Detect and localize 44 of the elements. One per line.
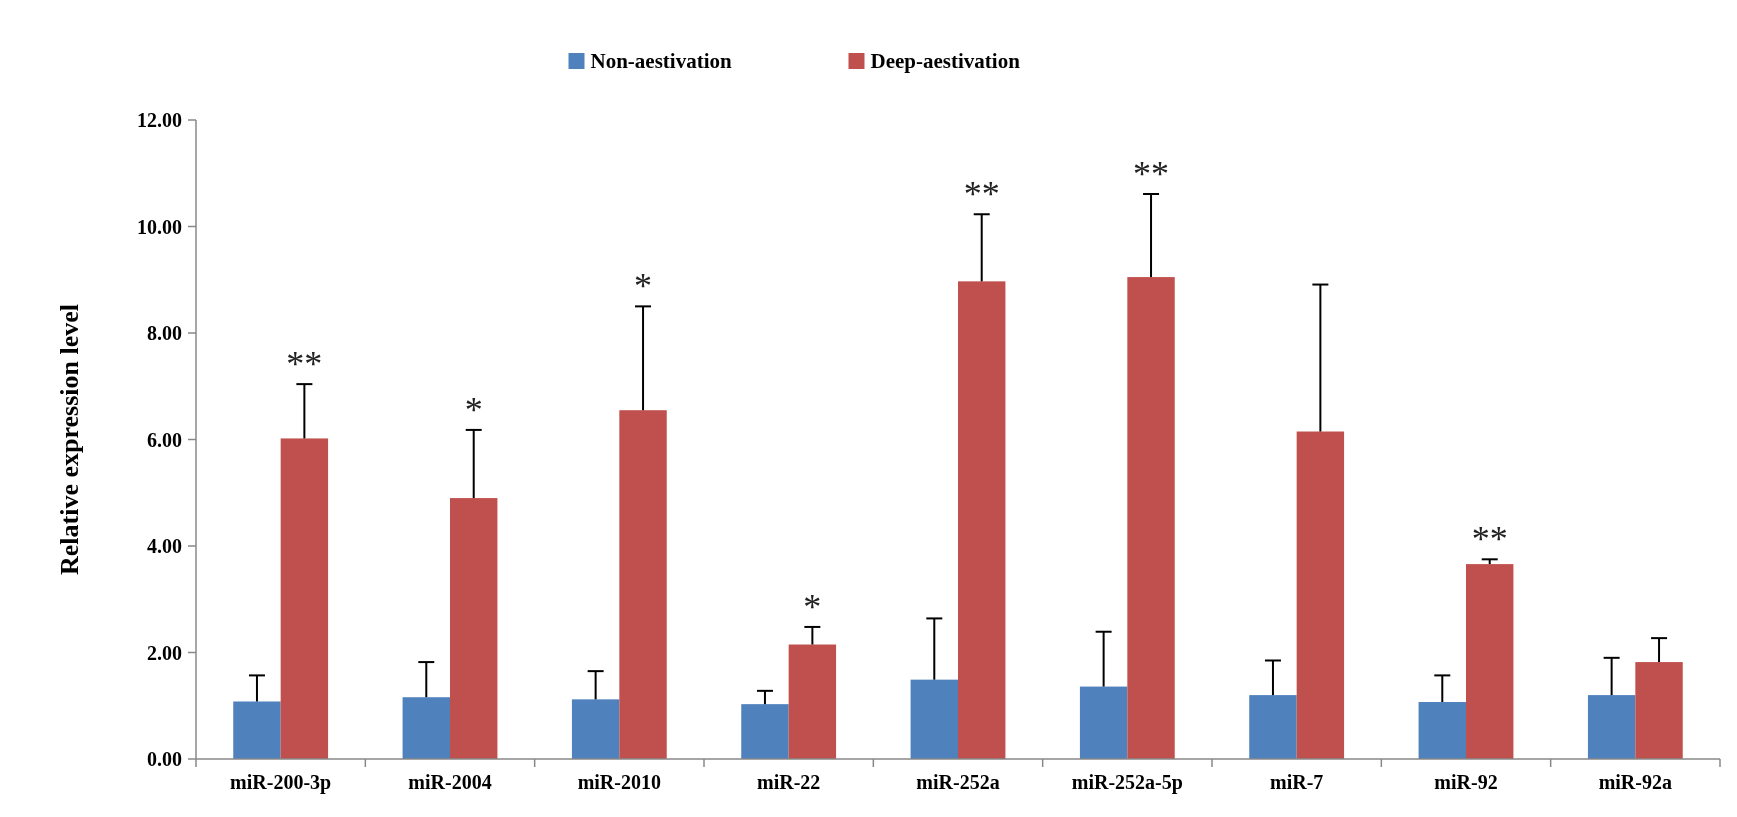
bar xyxy=(450,498,498,759)
y-axis-title: Relative expression level xyxy=(55,303,84,576)
annotation: ** xyxy=(286,344,323,385)
bar xyxy=(958,281,1006,759)
y-tick-label: 8.00 xyxy=(147,322,182,344)
bar xyxy=(1587,695,1636,759)
bar xyxy=(1127,277,1175,759)
y-tick-label: 10.00 xyxy=(137,215,182,238)
y-tick-label: 12.00 xyxy=(137,109,182,131)
y-tick-label: 2.00 xyxy=(147,641,182,664)
bar xyxy=(1249,695,1297,759)
bar xyxy=(1079,686,1128,759)
annotation: ** xyxy=(1133,154,1170,195)
x-tick-label: miR-22 xyxy=(757,771,821,793)
y-tick-label: 6.00 xyxy=(147,428,182,451)
x-tick-label: miR-92 xyxy=(1434,771,1498,793)
annotation: * xyxy=(803,586,822,627)
x-tick-label: miR-2010 xyxy=(577,771,661,793)
bar xyxy=(910,679,958,759)
bar xyxy=(741,704,789,759)
bar xyxy=(280,438,329,759)
bar xyxy=(619,410,667,759)
bar xyxy=(402,697,450,759)
x-tick-label: miR-252a xyxy=(916,771,1000,793)
legend-label: Deep-aestivation xyxy=(870,49,1021,74)
bar xyxy=(1635,662,1683,759)
bar xyxy=(1296,431,1345,759)
bar xyxy=(1418,702,1466,759)
legend-label: Non-aestivation xyxy=(590,49,732,74)
bar xyxy=(233,701,281,759)
annotation: ** xyxy=(1471,519,1508,560)
x-tick-label: miR-252a-5p xyxy=(1071,771,1183,794)
x-tick-label: miR-200-3p xyxy=(230,771,332,794)
bar xyxy=(1466,564,1514,759)
x-tick-label: miR-92a xyxy=(1598,771,1672,793)
annotation: * xyxy=(634,266,653,307)
x-tick-label: miR-7 xyxy=(1270,771,1324,793)
x-tick-label: miR-2004 xyxy=(408,771,492,793)
y-tick-label: 0.00 xyxy=(147,748,182,770)
annotation: * xyxy=(464,389,483,430)
annotation: ** xyxy=(963,174,1000,215)
y-tick-label: 4.00 xyxy=(147,535,182,557)
bar xyxy=(571,699,620,759)
bar xyxy=(788,644,837,759)
